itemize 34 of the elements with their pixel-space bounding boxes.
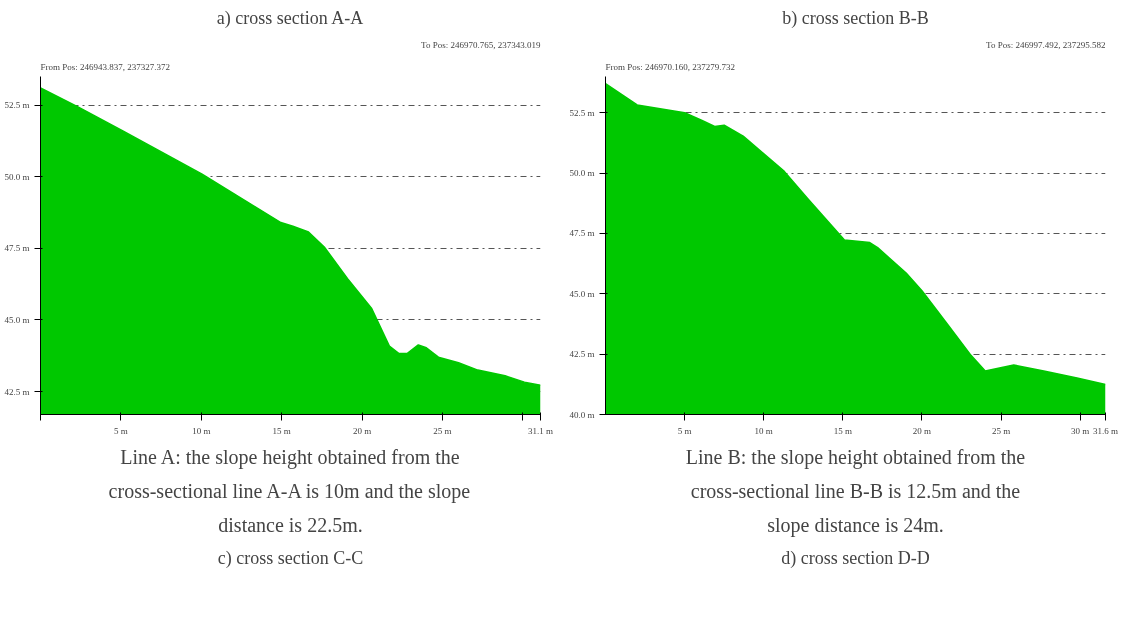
- text: d) cross section D-D: [781, 547, 930, 569]
- x-tick-label: 15 m: [833, 425, 852, 436]
- chart-title: b) cross section B-B: [782, 7, 929, 29]
- y-tick-label: 45.0 m: [4, 314, 30, 325]
- x-tick-label: 20 m: [912, 425, 932, 436]
- y-tick-label: 52.5 m: [569, 107, 595, 118]
- y-tick-label: 52.5 m: [4, 100, 30, 111]
- x-tick-label: 10 m: [754, 425, 773, 436]
- y-tick-label: 47.5 m: [4, 243, 30, 254]
- y-tick-label: 47.5 m: [569, 228, 595, 239]
- y-tick-label: 50.0 m: [4, 171, 30, 182]
- x-tick-label: 25 m: [991, 425, 1011, 436]
- text: c) cross section C-C: [217, 547, 364, 569]
- x-tick-label: 20 m: [352, 425, 372, 436]
- y-tick-label: 42.5 m: [4, 386, 30, 397]
- y-tick-label: 40.0 m: [569, 409, 595, 420]
- x-tick-label: 30 m: [1071, 425, 1090, 436]
- text: From Pos: 246943.837, 237327.372: [40, 61, 171, 72]
- x-tick-label: 15 m: [272, 425, 291, 436]
- text: To Pos: 246970.765, 237343.019: [421, 39, 541, 50]
- x-tick-label: 31.1 m: [528, 425, 554, 436]
- chart-title: a) cross section A-A: [216, 7, 364, 29]
- x-tick-label: 25 m: [433, 425, 452, 436]
- y-tick-label: 45.0 m: [569, 288, 595, 299]
- x-tick-label: 5 m: [114, 425, 128, 436]
- x-tick-label: 5 m: [677, 425, 692, 436]
- text: To Pos: 246997.492, 237295.582: [986, 39, 1106, 50]
- text: Line A: the slope height obtained from the cross-sectional line A-A is 10m and the slope distance is 22.5m.: [108, 445, 471, 536]
- y-tick-label: 50.0 m: [569, 168, 595, 179]
- x-tick-label: 10 m: [192, 425, 211, 436]
- text: Line B: the slope height obtained from the cross-sectional line B-B is 12.5m and the slope distance is 24m.: [685, 445, 1026, 537]
- x-tick-label: 31.6 m: [1093, 425, 1119, 436]
- y-tick-label: 42.5 m: [569, 349, 595, 360]
- text: From Pos: 246970.160, 237279.732: [605, 61, 736, 72]
